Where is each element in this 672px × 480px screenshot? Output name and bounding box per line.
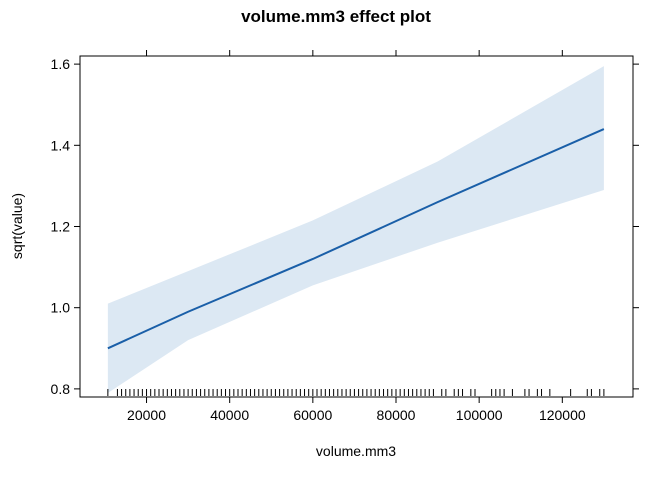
chart-title: volume.mm3 effect plot xyxy=(241,7,431,26)
x-tick-label: 60000 xyxy=(293,407,332,423)
effect-line xyxy=(107,128,605,350)
x-axis-label: volume.mm3 xyxy=(316,443,396,459)
confidence-band xyxy=(107,66,604,393)
y-tick-label: 1.2 xyxy=(51,219,71,235)
y-tick-label: 1.0 xyxy=(51,300,71,316)
x-tick-label: 80000 xyxy=(377,407,416,423)
x-tick-label: 100000 xyxy=(456,407,503,423)
x-tick-label: 40000 xyxy=(210,407,249,423)
y-axis: 0.8 1.0 1.2 1.4 1.6 xyxy=(51,56,639,397)
y-tick-label: 1.6 xyxy=(51,56,71,72)
x-tick-label: 20000 xyxy=(127,407,166,423)
y-tick-label: 1.4 xyxy=(51,137,71,153)
plot-area xyxy=(107,66,605,396)
x-tick-label: 120000 xyxy=(539,407,586,423)
x-axis: 20000 40000 60000 80000 100000 120000 xyxy=(127,50,586,423)
rug-marks xyxy=(107,389,605,396)
y-tick-label: 0.8 xyxy=(51,381,71,397)
y-axis-label: sqrt(value) xyxy=(9,193,25,259)
